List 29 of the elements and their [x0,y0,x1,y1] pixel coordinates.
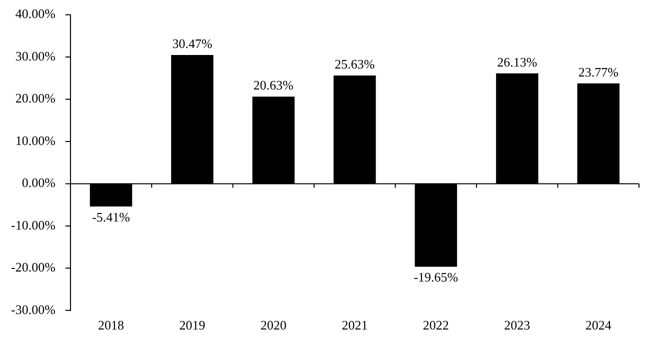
x-tick-label: 2019 [179,318,206,333]
x-tick-label: 2020 [260,318,286,333]
y-tick-label: 30.00% [15,48,56,64]
y-tick-label: -20.00% [10,260,56,275]
y-tick-label: -30.00% [10,302,56,317]
x-tick-label: 2021 [342,318,368,333]
bar [252,96,295,184]
x-tick-label: 2023 [504,318,530,333]
bar [496,73,538,184]
bar [577,83,620,184]
y-tick-label: 40.00% [15,6,56,22]
bar [414,184,458,267]
y-tick-label: 10.00% [15,132,56,148]
bar [334,75,376,184]
data-label: 26.13% [497,54,538,70]
x-tick-label: 2024 [585,318,612,333]
y-tick-label: 20.00% [15,90,56,106]
x-tick-label: 2022 [422,318,449,333]
bar [171,55,214,184]
y-tick-label: -10.00% [10,217,56,232]
data-label: 30.47% [172,36,212,51]
data-label: 23.77% [578,64,619,80]
data-label: 25.63% [334,56,375,72]
data-label: 20.63% [253,78,294,93]
data-label: -5.41% [92,209,130,224]
y-tick-label: 0.00% [22,175,56,190]
data-label: -19.65% [414,270,458,285]
x-tick-label: 2018 [98,318,124,333]
bar [90,184,132,207]
